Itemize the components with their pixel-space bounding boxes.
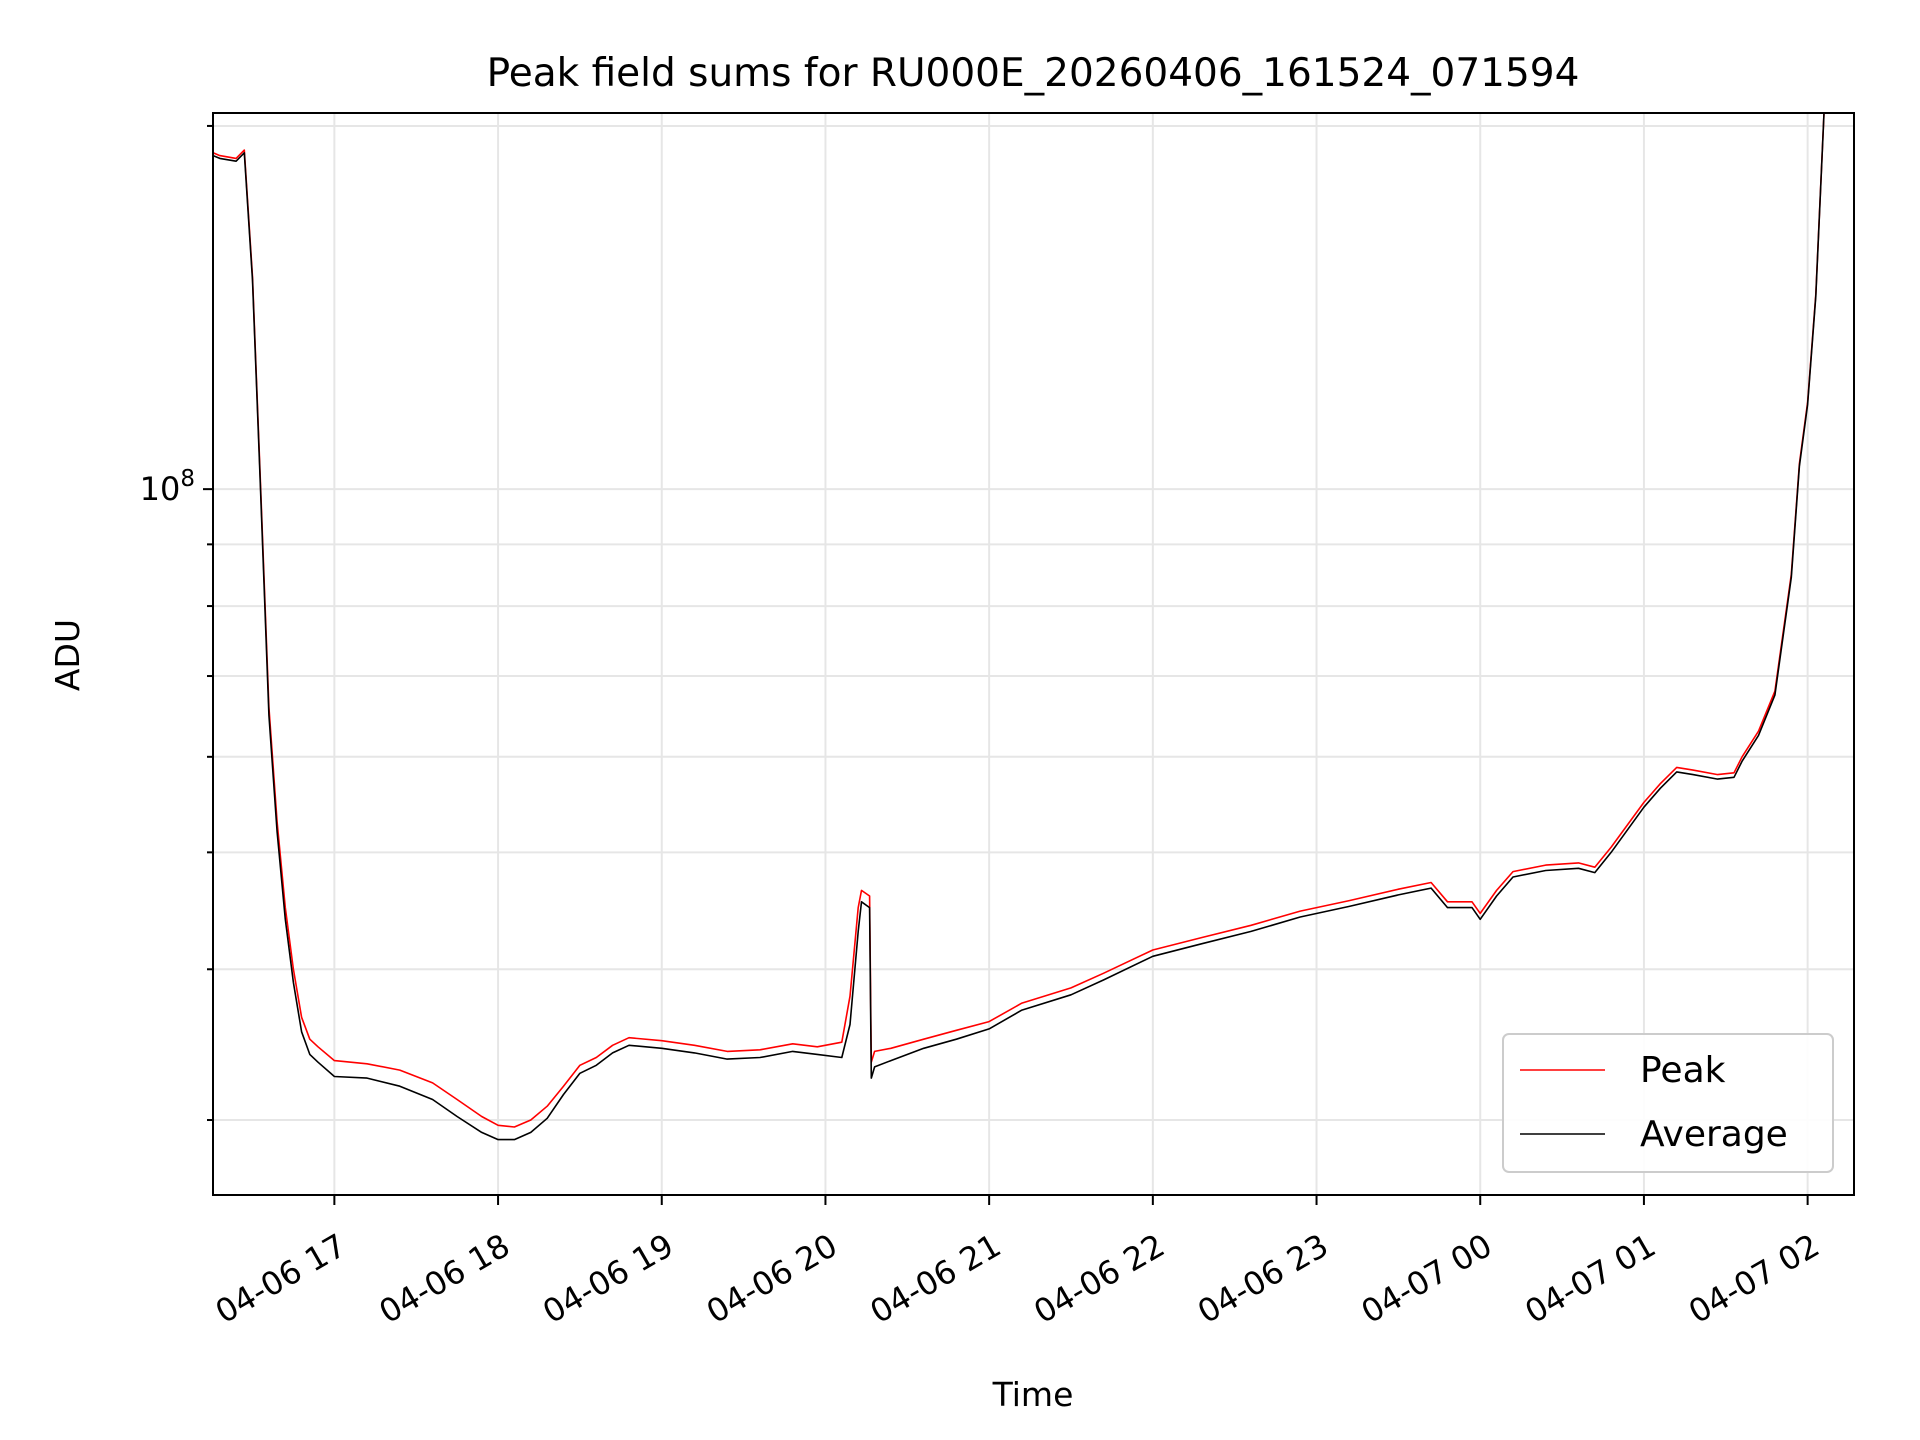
y-tick-label: 108 <box>140 466 195 508</box>
legend: Peak Average <box>1502 1033 1834 1173</box>
x-tick-label: 04-07 00 <box>1355 1226 1499 1331</box>
series-line-peak <box>212 112 1825 1128</box>
x-tick-label: 04-06 20 <box>700 1226 844 1331</box>
series-line-average <box>212 112 1825 1141</box>
y-tick-label-exponent: 8 <box>180 466 195 492</box>
axes-frame <box>212 112 1855 1196</box>
x-tick-label: 04-06 21 <box>864 1226 1008 1331</box>
x-tick-label: 04-07 01 <box>1518 1226 1662 1331</box>
legend-box <box>1502 1033 1834 1173</box>
x-tick-label: 04-06 23 <box>1191 1226 1335 1331</box>
chart-title: Peak field sums for RU000E_20260406_1615… <box>487 51 1580 96</box>
x-tick-label: 04-06 18 <box>373 1226 517 1331</box>
x-tick-label: 04-06 19 <box>536 1226 680 1331</box>
y-axis-label: ADU <box>48 619 87 691</box>
x-tick-label: 04-06 22 <box>1027 1226 1171 1331</box>
legend-label-peak: Peak <box>1640 1050 1726 1091</box>
x-tick-label: 04-07 02 <box>1682 1226 1826 1331</box>
x-tick-label: 04-06 17 <box>209 1226 353 1331</box>
legend-label-average: Average <box>1640 1114 1788 1155</box>
grid <box>213 113 1854 1195</box>
series-lines <box>212 112 1825 1141</box>
y-tick-label-base: 10 <box>140 470 181 508</box>
x-axis-label: Time <box>992 1375 1074 1414</box>
